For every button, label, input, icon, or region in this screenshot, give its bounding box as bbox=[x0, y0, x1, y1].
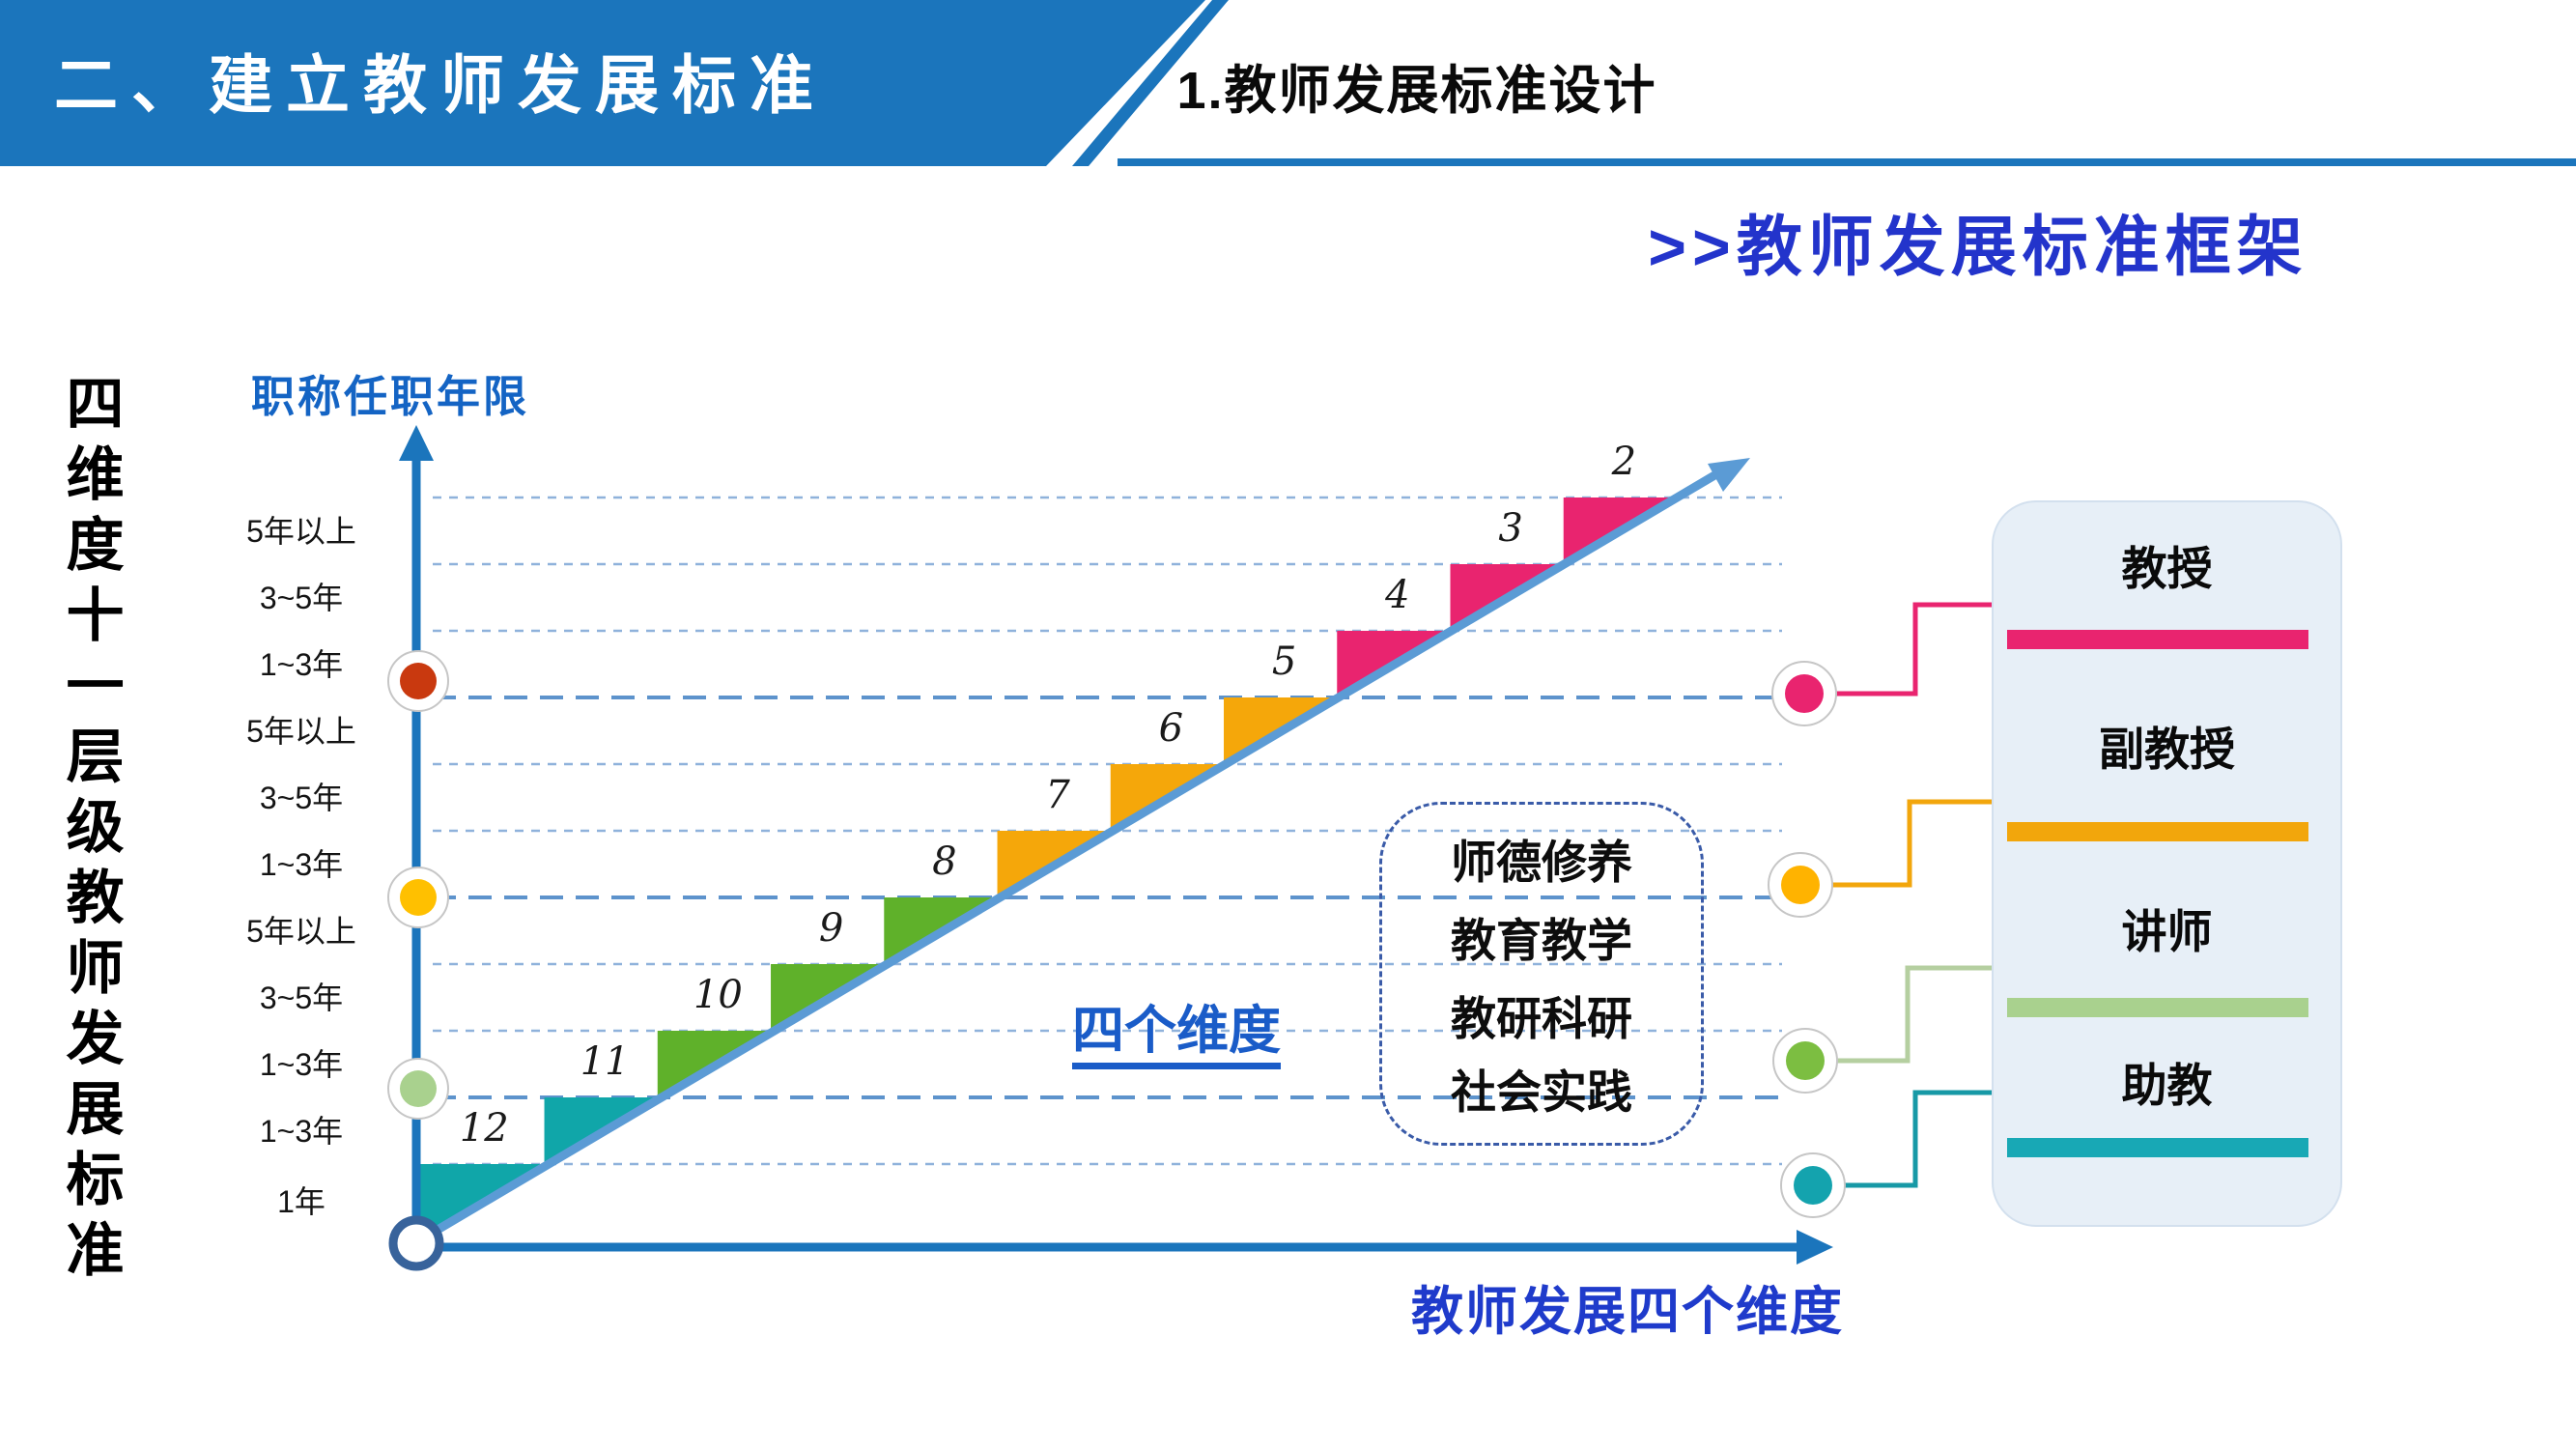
step-number: 4 bbox=[1384, 573, 1409, 617]
y-tick-label: 1~3年 bbox=[259, 646, 344, 682]
detail-box-line: 社会实践 bbox=[1451, 1066, 1632, 1118]
step-number: 9 bbox=[819, 906, 843, 951]
legend-connector-line bbox=[1822, 799, 2007, 888]
y-tick-label: 1~3年 bbox=[259, 846, 344, 882]
y-axis-arrowhead-icon bbox=[399, 425, 434, 461]
dimension-note: 四个维度 bbox=[1007, 1003, 1345, 1069]
dimension-note-text: 四个维度 bbox=[1072, 1003, 1281, 1069]
axis-marker-dot bbox=[400, 663, 437, 699]
legend-item-label: 副教授 bbox=[2099, 724, 2235, 775]
step-number: 12 bbox=[460, 1106, 509, 1151]
legend-connector-line bbox=[1826, 602, 2007, 697]
y-tick-label: 3~5年 bbox=[259, 980, 344, 1015]
legend-dot bbox=[1786, 1041, 1825, 1080]
legend-dot bbox=[1781, 866, 1820, 904]
left-vertical-title: 四维度十一层级教师发展标准 bbox=[58, 373, 123, 1290]
header-banner: 二、建立教师发展标准 bbox=[0, 0, 1205, 166]
legend-item-bar bbox=[2007, 822, 2308, 841]
origin-circle bbox=[388, 1215, 444, 1271]
legend-dot bbox=[1785, 674, 1824, 713]
y-tick-label: 3~5年 bbox=[259, 780, 344, 815]
step-number: 7 bbox=[1045, 773, 1070, 817]
y-tick-label: 1~3年 bbox=[259, 1046, 344, 1082]
x-axis-title: 教师发展四个维度 bbox=[1411, 1283, 1844, 1341]
step-number: 2 bbox=[1611, 440, 1636, 484]
step-number: 3 bbox=[1498, 506, 1522, 551]
legend-dot bbox=[1794, 1166, 1832, 1205]
framework-title: >>教师发展标准框架 bbox=[1648, 211, 2308, 284]
y-axis-title: 职称任职年限 bbox=[251, 372, 530, 421]
legend-item-label: 教授 bbox=[2121, 543, 2213, 594]
section-title: 1.教师发展标准设计 bbox=[1176, 62, 1657, 120]
legend-item-bar bbox=[2007, 1138, 2308, 1157]
y-tick-label: 5年以上 bbox=[246, 913, 356, 949]
legend-item-label: 讲师 bbox=[2121, 906, 2213, 957]
banner-title: 二、建立教师发展标准 bbox=[54, 49, 827, 121]
detail-box-line: 师德修养 bbox=[1451, 837, 1632, 888]
step-number: 8 bbox=[932, 839, 956, 884]
step-number: 6 bbox=[1159, 706, 1183, 751]
legend-item-bar bbox=[2007, 998, 2308, 1017]
diagonal-arrowhead-icon bbox=[1708, 458, 1750, 492]
x-axis-arrowhead-icon bbox=[1797, 1230, 1833, 1265]
legend-connector-line bbox=[1826, 965, 2007, 1064]
axis-marker-dot bbox=[400, 879, 437, 916]
legend-connector-line bbox=[1834, 1090, 2007, 1188]
y-tick-label: 1~3年 bbox=[259, 1113, 344, 1149]
detail-box-line: 教研科研 bbox=[1451, 993, 1632, 1044]
step-number: 11 bbox=[580, 1039, 630, 1084]
dimension-detail-box: 师德修养教育教学教研科研社会实践 bbox=[1379, 802, 1704, 1146]
header-underline bbox=[1118, 158, 2576, 166]
legend-item-label: 助教 bbox=[2121, 1060, 2213, 1111]
y-tick-label: 3~5年 bbox=[259, 580, 344, 615]
y-tick-label: 5年以上 bbox=[246, 713, 356, 749]
diagonal-line bbox=[413, 468, 1724, 1246]
legend-item-bar bbox=[2007, 630, 2308, 649]
step-number: 10 bbox=[694, 973, 743, 1017]
step-number: 5 bbox=[1272, 640, 1296, 684]
detail-box-line: 教育教学 bbox=[1451, 915, 1632, 966]
y-tick-label: 1年 bbox=[277, 1184, 326, 1219]
legend-panel: 教授 副教授 讲师 助教 bbox=[1992, 500, 2342, 1227]
axis-marker-dot bbox=[400, 1070, 437, 1107]
y-tick-label: 5年以上 bbox=[246, 513, 356, 549]
